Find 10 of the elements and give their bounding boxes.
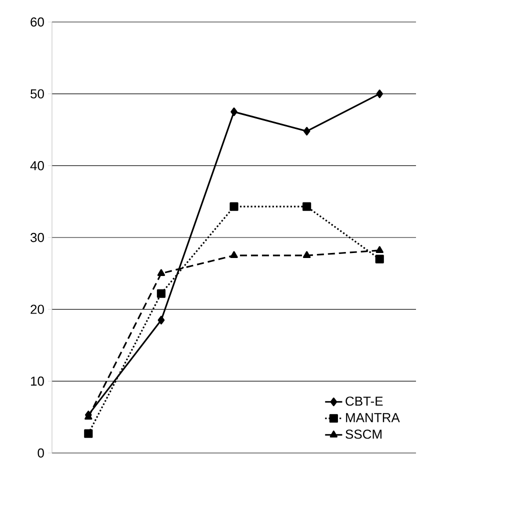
legend-label: MANTRA [346,413,400,422]
y-tick-label: 40 [30,161,44,170]
y-tick-label: 60 [30,17,44,27]
legend-label: SSCM [346,430,382,439]
legend-label: CBT-E [346,396,383,406]
y-tick-label: 50 [30,89,44,98]
y-tick-label: 20 [30,304,44,314]
y-tick-label: 0 [38,448,44,458]
y-tick-label: 10 [30,376,44,386]
y-tick-label: 30 [30,232,44,242]
